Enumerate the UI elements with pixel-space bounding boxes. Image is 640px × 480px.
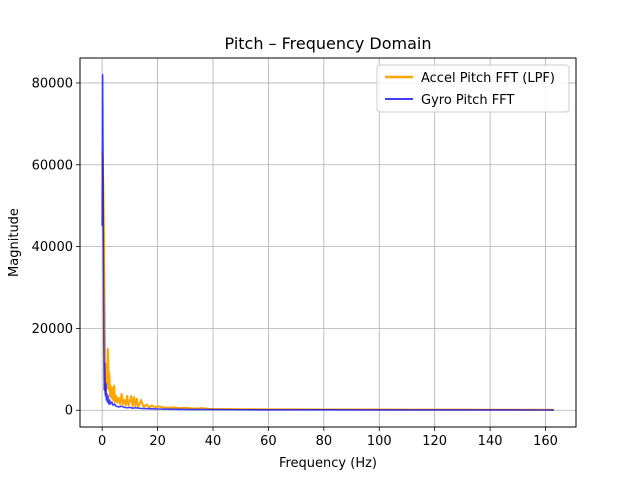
y-tick-label: 20000 xyxy=(32,322,73,337)
x-tick-label: 40 xyxy=(205,434,222,449)
y-tick-label: 60000 xyxy=(32,158,73,173)
x-tick-label: 100 xyxy=(367,434,392,449)
x-axis: 0 20 40 60 80 100 120 140 160 xyxy=(98,427,558,449)
y-tick-label: 0 xyxy=(65,404,73,419)
legend-box xyxy=(376,64,570,113)
axes-frame xyxy=(79,57,577,428)
x-tick-label: 0 xyxy=(98,434,106,449)
x-tick-label: 20 xyxy=(149,434,166,449)
series-line-gyro xyxy=(101,73,554,411)
y-axis: 0 20000 40000 60000 80000 xyxy=(32,76,80,419)
y-axis-title: Magnitude xyxy=(7,208,22,277)
legend-label: Gyro Pitch FFT xyxy=(421,93,514,108)
y-tick-label: 80000 xyxy=(32,76,73,91)
x-tick-label: 80 xyxy=(316,434,333,449)
chart-title: Pitch – Frequency Domain xyxy=(225,34,432,53)
x-tick-label: 120 xyxy=(422,434,447,449)
x-tick-label: 60 xyxy=(260,434,277,449)
plot-lines xyxy=(101,73,554,411)
x-tick-label: 160 xyxy=(533,434,558,449)
x-tick-label: 140 xyxy=(478,434,503,449)
legend-label: Accel Pitch FFT (LPF) xyxy=(421,71,555,86)
x-axis-title: Frequency (Hz) xyxy=(279,456,377,471)
y-tick-label: 40000 xyxy=(32,240,73,255)
legend: Accel Pitch FFT (LPF) Gyro Pitch FFT xyxy=(376,64,570,113)
